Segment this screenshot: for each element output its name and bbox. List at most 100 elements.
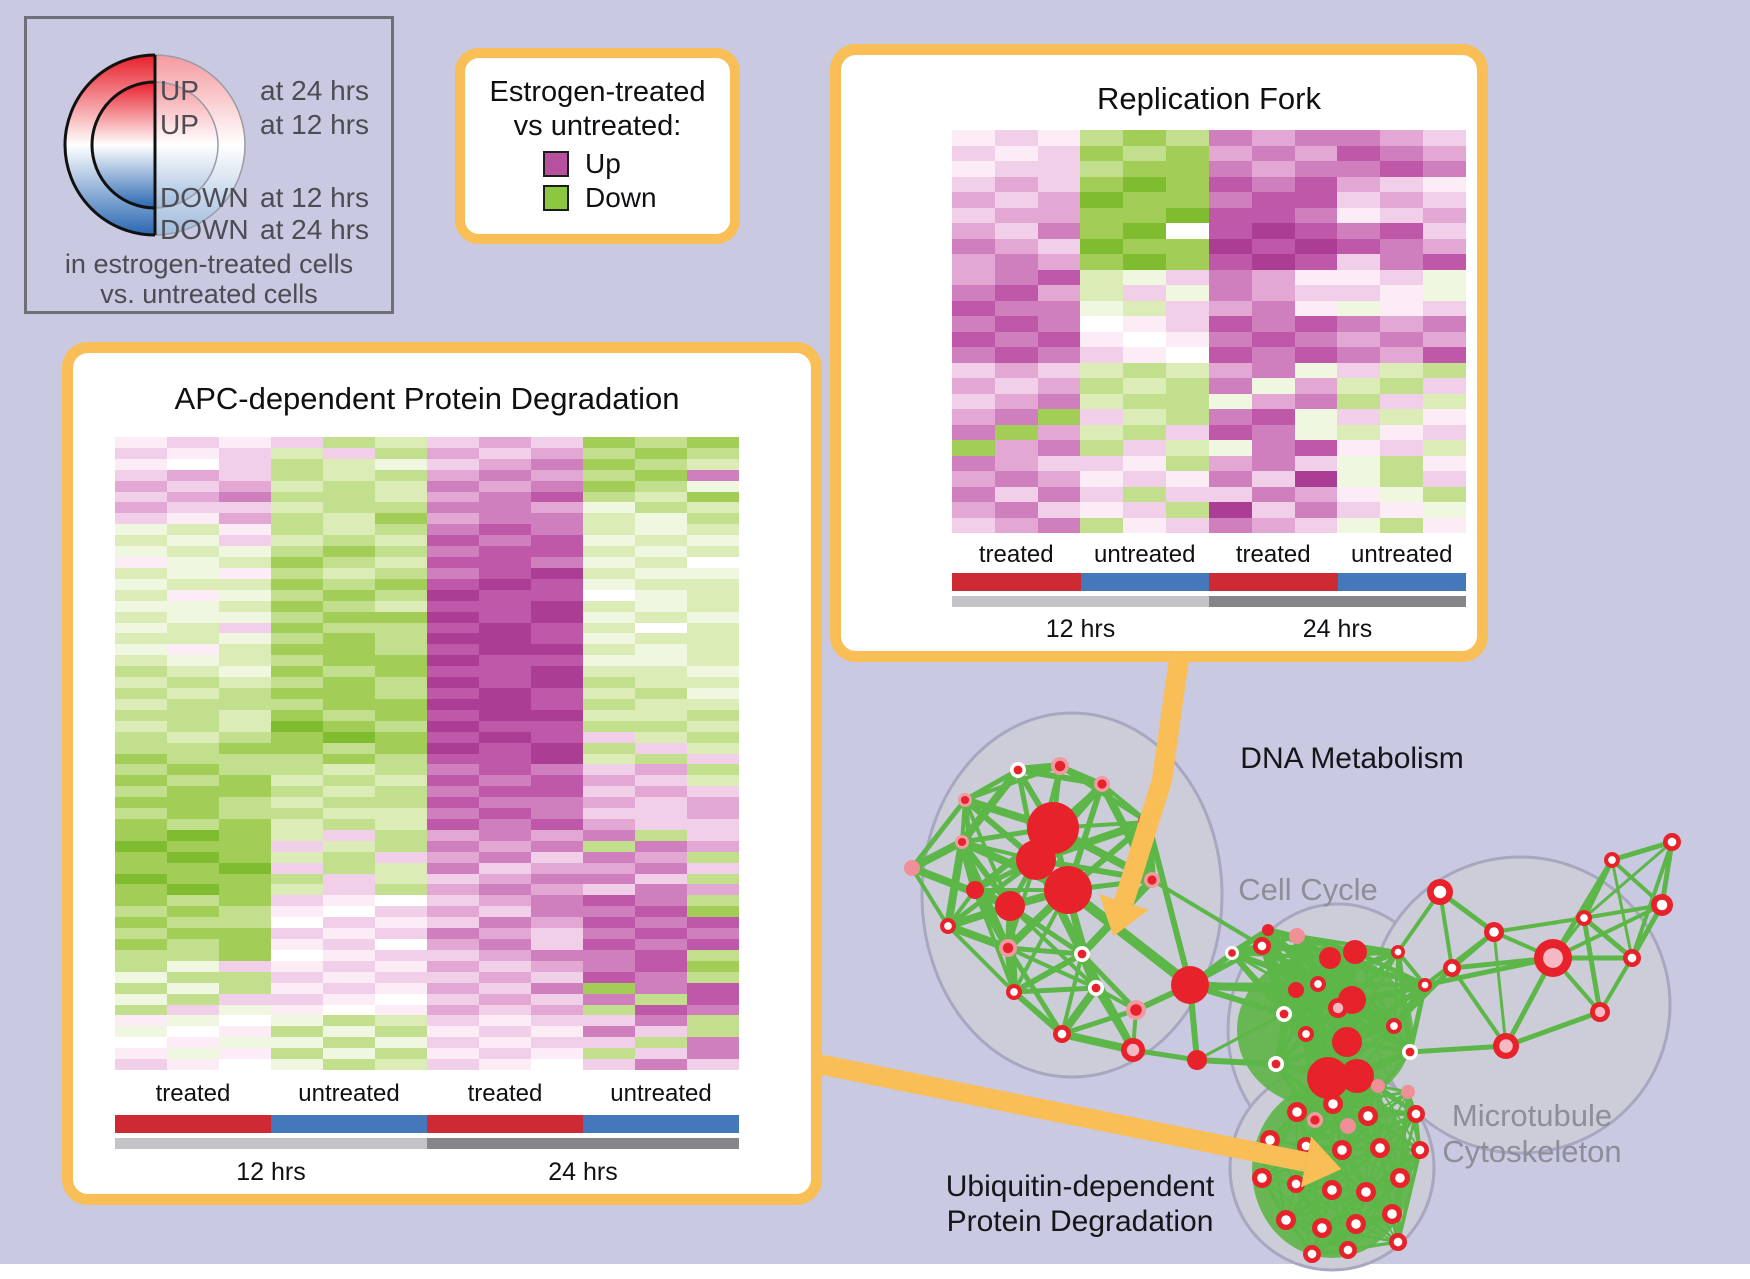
heatmap-cell: [1380, 161, 1424, 177]
heatmap-cell: [687, 447, 739, 459]
network-edge: [1335, 997, 1355, 1011]
heatmap-cell: [479, 513, 531, 525]
network-node-center: [1265, 1135, 1275, 1145]
network-edge: [1295, 1183, 1313, 1255]
heatmap-cell: [1166, 486, 1209, 502]
heatmap-cell: [952, 238, 995, 254]
network-edge: [1281, 949, 1358, 1017]
network-edge: [1406, 1090, 1418, 1116]
heatmap-cell: [1423, 223, 1466, 239]
heatmap-cell: [479, 698, 531, 710]
heatmap-cell: [1166, 176, 1209, 192]
legend-caption-line2: vs. untreated cells: [100, 279, 318, 309]
heatmap-cell: [1337, 176, 1381, 192]
heatmap-cell: [167, 611, 219, 623]
heatmap-cell: [1037, 285, 1081, 301]
heatmap-cell: [271, 851, 323, 863]
heatmap-cell: [1166, 238, 1209, 254]
condition-bar-segment: [115, 1115, 271, 1133]
heatmap-cell: [1080, 517, 1124, 533]
network-edge: [1325, 1073, 1360, 1081]
network-edge: [1365, 1147, 1381, 1193]
network-node: [1310, 976, 1326, 992]
network-edge: [1313, 1076, 1330, 1122]
heatmap-cell: [323, 840, 375, 852]
heatmap-cell: [687, 949, 739, 961]
heatmap-cell: [427, 982, 479, 994]
heatmap-cell: [219, 939, 271, 950]
heatmap-cell: [479, 546, 531, 558]
heatmap-cell: [687, 469, 739, 481]
heatmap-cell: [271, 786, 323, 798]
heatmap-cell: [323, 688, 375, 699]
heatmap-cell: [219, 829, 271, 841]
network-edge: [1355, 1147, 1381, 1225]
heatmap-cell: [583, 862, 635, 874]
network-edge: [1295, 1110, 1334, 1192]
network-edge: [1396, 1176, 1402, 1244]
network-edge: [1392, 1024, 1412, 1054]
network-edge: [1395, 949, 1413, 1055]
network-node: [1332, 1140, 1352, 1160]
heatmap-cell: [1380, 316, 1424, 332]
network-edge: [1294, 1148, 1344, 1186]
network-edge: [1269, 1139, 1343, 1151]
network-edge: [1345, 1040, 1350, 1128]
network-edge: [1320, 1148, 1344, 1230]
network-node-center: [1302, 1030, 1310, 1038]
heatmap-cell: [994, 176, 1038, 192]
network-bridge-edge: [1355, 1074, 1382, 1150]
heatmap-cell: [531, 535, 583, 547]
heatmap-cell: [1080, 486, 1124, 502]
heatmap-cell: [271, 753, 323, 765]
network-edge: [1285, 1145, 1307, 1221]
legend-caption-line1: in estrogen-treated cells: [64, 249, 354, 279]
network-edge: [1320, 1188, 1334, 1230]
heatmap-cell: [1380, 424, 1424, 440]
heatmap-cell: [635, 447, 687, 459]
network-node-center: [1010, 988, 1018, 996]
condition-label: untreated: [1351, 541, 1453, 568]
heatmap-cell: [219, 677, 271, 689]
heatmap-cell: [1123, 254, 1167, 270]
heatmap-cell: [687, 688, 739, 699]
heatmap-cell: [1251, 393, 1295, 409]
heatmap-cell: [427, 764, 479, 776]
legend-down-24-time: at 24 hrs: [260, 214, 369, 245]
heatmap-cell: [1251, 207, 1295, 223]
heatmap-cell: [1123, 347, 1167, 363]
heatmap-cell: [479, 557, 531, 568]
network-edge: [1331, 1102, 1370, 1118]
heatmap-cell: [635, 840, 687, 852]
heatmap-cell: [1251, 502, 1295, 518]
network-node-ring: [1088, 980, 1104, 996]
heatmap-cell: [1080, 300, 1124, 316]
heatmap-cell: [427, 709, 479, 721]
network-edge: [1012, 888, 1070, 994]
heatmap-cell: [479, 1059, 531, 1070]
network-bridge-edge: [1187, 982, 1287, 1017]
heatmap-cell: [323, 720, 375, 732]
network-edge: [1450, 966, 1508, 1048]
heatmap-cell: [271, 960, 323, 972]
network-edge: [1550, 857, 1615, 961]
heatmap-cell: [115, 829, 167, 841]
time-label: 24 hrs: [1302, 615, 1373, 643]
heatmap-cell: [1037, 223, 1081, 239]
heatmap-cell: [531, 851, 583, 863]
heatmap-cell: [583, 666, 635, 678]
network-edge: [1304, 1144, 1382, 1150]
heatmap-cell: [427, 447, 479, 459]
heatmap-cell: [271, 677, 323, 689]
network-node: [1187, 1050, 1207, 1070]
network-edge: [1328, 950, 1357, 960]
network-node: [1339, 1241, 1357, 1259]
network-edge: [963, 764, 1062, 802]
heatmap-cell: [375, 808, 427, 819]
network-edge: [1187, 982, 1299, 993]
network-edge: [1261, 1177, 1323, 1229]
heatmap-cell: [1166, 130, 1209, 146]
condition-label: untreated: [610, 1080, 712, 1107]
heatmap-cell: [635, 437, 687, 448]
network-edge: [1294, 988, 1330, 1080]
